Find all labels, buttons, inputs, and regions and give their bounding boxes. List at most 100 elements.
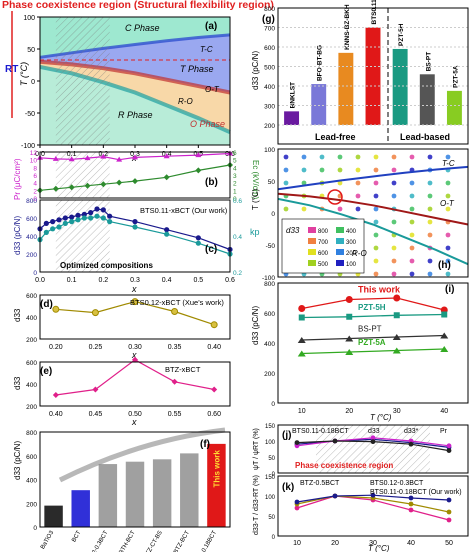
panel-c-hatch <box>55 200 110 272</box>
g-bar <box>311 84 327 125</box>
h-map-dot <box>391 154 397 160</box>
panel-e-frame <box>39 361 231 407</box>
i-ytick-label: 0 <box>271 401 275 408</box>
h-map-dot <box>373 219 379 225</box>
h-map-dot <box>355 206 361 212</box>
xtick-label: 0.30 <box>128 344 142 351</box>
tc-label: T-C <box>200 45 213 54</box>
c-point <box>164 227 170 233</box>
h-legend-value: 100 <box>346 262 357 268</box>
h-map-dot <box>427 271 433 277</box>
xtick-label: 0.55 <box>168 411 182 418</box>
xtick-label: 0.45 <box>89 411 103 418</box>
c-point <box>132 219 138 225</box>
xtick-label: 10 <box>293 540 301 547</box>
b-point-ec <box>116 179 123 186</box>
panel-b-ylabel: Pr (μC/cm²) <box>13 158 22 200</box>
panel-a-yticks: -100 -50 0 50 100 <box>21 15 40 150</box>
panel-i-ylabel: d33 (pC/N) <box>251 306 260 345</box>
h-legend-value: 600 <box>318 251 329 257</box>
f-ytick-label: 400 <box>26 478 37 485</box>
xtick-label: 0.60 <box>207 411 221 418</box>
h-legend-swatch <box>308 260 316 266</box>
i-point <box>298 305 306 312</box>
h-map-dot <box>445 245 451 251</box>
c-xtick-label: 0.1 <box>67 277 77 284</box>
k-legend-1: BTS0.12-0.3BCT <box>370 480 424 487</box>
h-map-dot <box>355 193 361 199</box>
c-point <box>50 219 56 225</box>
h-map-dot <box>373 154 379 160</box>
i-xtick-label: 30 <box>393 408 401 415</box>
panel-d-legend: BTS0.12-xBCT (Xue's work) <box>130 298 224 307</box>
h-map-dot <box>391 193 397 199</box>
f-bar <box>98 464 118 527</box>
b-point-ec <box>132 178 138 185</box>
f-category-label: BTH-BCT <box>119 530 137 552</box>
a-ytick-label: 0 <box>31 79 35 86</box>
i-point <box>297 337 306 343</box>
k-legend-2: BTS0.11-0.18BCT (Our work) <box>370 489 462 496</box>
f-bar <box>207 443 226 527</box>
b-point-ec <box>68 184 75 191</box>
g-ytick-label: 500 <box>264 65 275 72</box>
panel-h: d33 800 700 600 500 400 300 200 100 -100 -50 0 50 100… <box>251 147 469 282</box>
h-map-dot <box>409 271 415 277</box>
b-ytick-label: 10 <box>30 158 38 165</box>
series-point <box>132 356 138 363</box>
series-point <box>92 386 99 393</box>
g-ytick-label: 700 <box>264 26 275 33</box>
panel-j-frame <box>277 424 469 474</box>
h-map-dot <box>409 245 415 251</box>
c-point <box>81 211 87 217</box>
ytick-label: 400 <box>26 382 37 389</box>
h-legend-swatch <box>308 238 316 244</box>
h-legend-value: 800 <box>318 229 329 235</box>
c-point <box>94 206 100 212</box>
rt-label: RT <box>5 64 18 75</box>
panel-i-xlabel: T (°C) <box>370 413 392 422</box>
h-legend-swatch <box>336 238 344 244</box>
b-point-pr <box>52 155 59 161</box>
i-point <box>392 334 401 340</box>
h-legend-value: 400 <box>346 229 357 235</box>
i-series-line <box>301 334 445 341</box>
i-ytick-label: 400 <box>264 341 275 348</box>
f-category-label: BTZ-BCT <box>173 530 191 552</box>
h-map-dot <box>427 180 433 186</box>
g-bar <box>365 27 381 125</box>
series-point <box>294 505 300 511</box>
h-map-dot <box>409 206 415 212</box>
h-map-dot <box>301 154 307 160</box>
c-ytick-label: 800 <box>26 198 37 205</box>
h-map-dot <box>427 219 433 225</box>
f-bar <box>180 453 199 527</box>
series-point <box>52 305 60 313</box>
xtick-label: 40 <box>407 540 415 547</box>
i-xtick-label: 40 <box>440 408 448 415</box>
c-phase-label: C Phase <box>125 23 160 33</box>
h-ytick-label: 100 <box>264 147 275 154</box>
c-point <box>69 214 75 220</box>
series-point <box>408 501 414 507</box>
c-point <box>43 220 49 226</box>
i-series-label-pzt5h: PZT-5H <box>358 303 386 312</box>
b-y2tick-label: 0 <box>233 196 237 203</box>
series-point <box>294 499 300 505</box>
c-point <box>81 215 87 221</box>
j-legend-2: d33* <box>404 428 419 435</box>
panel-i-frame <box>277 282 469 404</box>
ytick-label: 600 <box>26 293 37 300</box>
panel-g-tag: (g) <box>262 14 275 25</box>
h-boundary <box>277 197 469 266</box>
h-map-dot <box>373 180 379 186</box>
f-ytick-label: 600 <box>26 454 37 461</box>
xtick-label: 0.35 <box>168 344 182 351</box>
g-bar <box>338 52 354 125</box>
panel-a-tag: (a) <box>205 21 217 32</box>
i-point <box>440 346 449 352</box>
panel-e-legend: BTZ-xBCT <box>165 365 201 374</box>
h-boundary <box>277 165 469 191</box>
f-highlight-label: This work <box>212 450 221 488</box>
